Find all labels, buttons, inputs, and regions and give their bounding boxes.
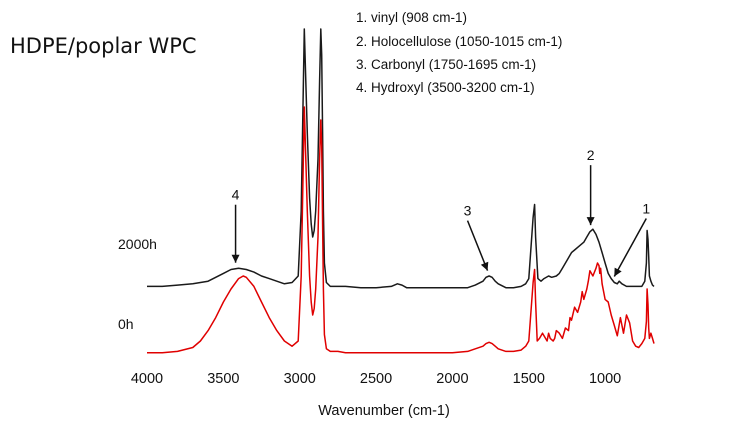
x-axis: 4000 3500 3000 2500 2000 1500 1000 xyxy=(131,371,621,387)
annotations: 1 2 3 4 xyxy=(231,147,650,277)
series-line-0h xyxy=(147,106,655,354)
annotation-label-2: 2 xyxy=(587,147,595,163)
annotation-arrowhead-3 xyxy=(480,261,489,271)
plot-area: 2000h 0h xyxy=(118,28,655,354)
annotation-label-4: 4 xyxy=(232,187,240,203)
legend-entry-1: 1. vinyl (908 cm-1) xyxy=(356,10,467,25)
x-tick-label-1500: 1500 xyxy=(513,371,545,387)
legend: 1. vinyl (908 cm-1) 2. Holocellulose (10… xyxy=(356,10,562,95)
legend-entry-3: 3. Carbonyl (1750-1695 cm-1) xyxy=(356,57,536,72)
chart-title: HDPE/poplar WPC xyxy=(10,34,197,58)
annotation-arrowhead-1 xyxy=(614,267,622,277)
x-axis-label: Wavenumber (cm-1) xyxy=(318,403,450,419)
annotation-arrowhead-2 xyxy=(586,217,595,226)
x-tick-label-2000: 2000 xyxy=(436,371,468,387)
annotation-label-1: 1 xyxy=(642,201,650,217)
x-tick-label-2500: 2500 xyxy=(360,371,392,387)
annotation-arrow-1 xyxy=(613,218,647,277)
x-tick-label-4000: 4000 xyxy=(131,371,163,387)
x-tick-label-1000: 1000 xyxy=(589,371,621,387)
annotation-label-3: 3 xyxy=(464,203,472,219)
series-label-2000h: 2000h xyxy=(118,236,157,252)
series-label-0h: 0h xyxy=(118,316,134,332)
legend-entry-4: 4. Hydroxyl (3500-3200 cm-1) xyxy=(356,80,535,95)
legend-entry-2: 2. Holocellulose (1050-1015 cm-1) xyxy=(356,34,562,49)
annotation-arrow-3 xyxy=(466,220,489,271)
x-tick-label-3500: 3500 xyxy=(207,371,239,387)
x-tick-label-3000: 3000 xyxy=(284,371,316,387)
annotation-arrowhead-4 xyxy=(231,254,240,263)
series-line-2000h xyxy=(147,28,655,289)
